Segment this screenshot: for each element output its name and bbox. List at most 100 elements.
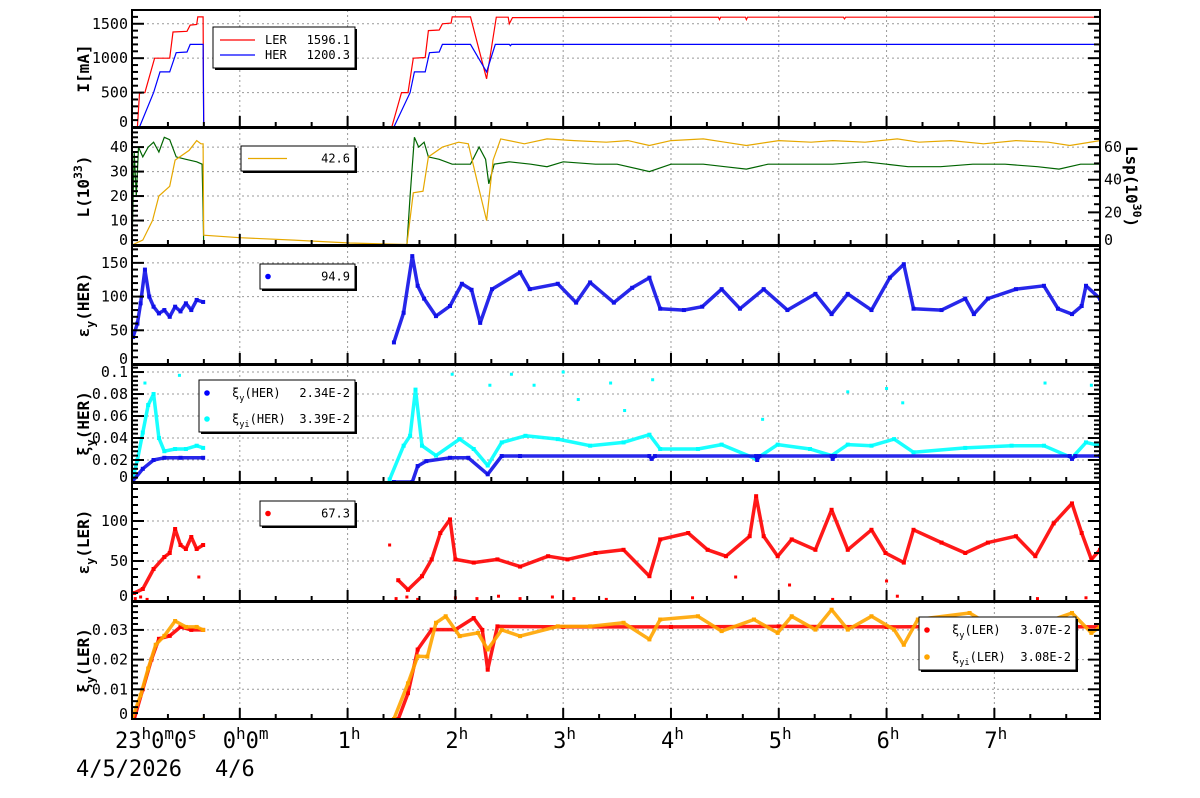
legend-box	[259, 500, 356, 527]
y-tick-label: 100	[101, 288, 128, 306]
superscript: 30	[1130, 204, 1144, 218]
data-point	[162, 308, 167, 313]
data-point	[719, 629, 724, 634]
data-point	[425, 654, 430, 659]
text-part: ξ	[232, 412, 239, 426]
data-point	[911, 306, 916, 311]
y-tick-label: 10	[110, 212, 128, 230]
data-point	[499, 627, 504, 632]
data-point	[939, 308, 944, 313]
data-point-outlier	[145, 597, 149, 601]
data-point	[476, 630, 481, 635]
data-point	[555, 437, 560, 442]
data-point	[415, 654, 420, 659]
x-tick-number: 0	[223, 729, 236, 754]
data-point	[459, 281, 464, 286]
data-point	[911, 527, 916, 532]
data-point	[469, 287, 474, 292]
data-point	[588, 280, 593, 285]
data-point	[433, 620, 438, 625]
legend-entry: HER 1200.3	[220, 48, 350, 62]
y-tick-label: 0.02	[92, 451, 128, 469]
series-xi_yi_HER	[132, 370, 1100, 482]
data-point	[845, 627, 850, 632]
data-point	[887, 275, 892, 280]
text-part: (HER)	[250, 412, 286, 426]
data-point	[156, 436, 161, 441]
data-point	[194, 443, 199, 448]
x-tick-number: 3	[553, 729, 566, 754]
text-part: ε	[74, 565, 93, 575]
y-axis-title: ξy(LER)	[74, 628, 98, 693]
y-tick-label: 0.08	[92, 385, 128, 403]
data-point	[1009, 443, 1014, 448]
y-tick-label: 0.01	[92, 680, 128, 698]
data-point	[447, 455, 452, 460]
data-point-outlier	[846, 390, 850, 394]
x-tick-unit: m	[259, 724, 269, 743]
data-point	[1069, 312, 1074, 317]
legend-panel-5: 67.3	[259, 500, 357, 528]
x-tick-label: 0h0m	[223, 724, 269, 754]
data-point	[433, 314, 438, 319]
data-point	[485, 647, 490, 652]
data-point-outlier	[623, 409, 627, 413]
legend-entry: ξyi(HER) 3.39E-2	[204, 412, 350, 430]
y-tick-label: 0	[119, 350, 128, 368]
data-point	[201, 455, 206, 460]
data-point	[405, 681, 410, 686]
data-point	[485, 667, 490, 672]
data-point-outlier	[197, 575, 201, 579]
data-point	[963, 296, 968, 301]
data-point	[173, 619, 178, 624]
data-point	[466, 455, 471, 460]
x-tick-number: 0	[174, 729, 187, 754]
data-point	[178, 455, 183, 460]
legend-box	[918, 616, 1077, 671]
subscript: y	[84, 321, 98, 328]
data-point	[963, 445, 968, 450]
data-point	[1055, 306, 1060, 311]
data-point	[939, 540, 944, 545]
data-point	[668, 624, 673, 629]
data-point-outlier	[761, 417, 765, 421]
data-point	[700, 304, 705, 309]
data-point-outlier	[405, 595, 409, 599]
x-tick-number: 2	[445, 729, 458, 754]
data-point	[162, 455, 167, 460]
legend-value: 1596.1	[307, 33, 350, 47]
data-point-outlier	[177, 373, 181, 377]
data-point	[201, 543, 206, 547]
legend-dot-marker	[204, 416, 210, 422]
y-tick-label: 0.03	[92, 621, 128, 639]
data-point-outlier	[139, 595, 143, 599]
y2-axis-title: Lsp(1030)	[1122, 146, 1144, 227]
text-part: (LER)	[970, 650, 1006, 664]
data-point	[140, 466, 145, 471]
data-point	[415, 647, 420, 652]
data-point	[546, 554, 551, 559]
data-point	[785, 308, 790, 313]
x-tick-unit: h	[566, 724, 576, 743]
data-point-outlier	[788, 583, 792, 587]
subscript: y	[84, 676, 98, 683]
x-tick-number: 5	[769, 729, 782, 754]
legend-box	[259, 263, 356, 290]
data-point	[869, 527, 874, 532]
data-point	[985, 540, 990, 545]
text-part: (LER)	[74, 510, 93, 558]
data-point-outlier	[550, 595, 554, 599]
x-tick-number: 0	[151, 729, 164, 754]
x-tick-label: 23h0m0s	[115, 724, 197, 754]
data-point	[658, 447, 663, 452]
data-point	[869, 443, 874, 448]
data-point	[967, 610, 972, 615]
y-tick-label: 0	[119, 705, 128, 723]
data-point-outlier	[734, 575, 738, 579]
y-tick-label: 0.06	[92, 407, 128, 425]
x-tick-unit: h	[782, 724, 792, 743]
axes-layer	[131, 9, 1101, 720]
data-point	[405, 587, 410, 592]
data-point	[1069, 456, 1074, 461]
